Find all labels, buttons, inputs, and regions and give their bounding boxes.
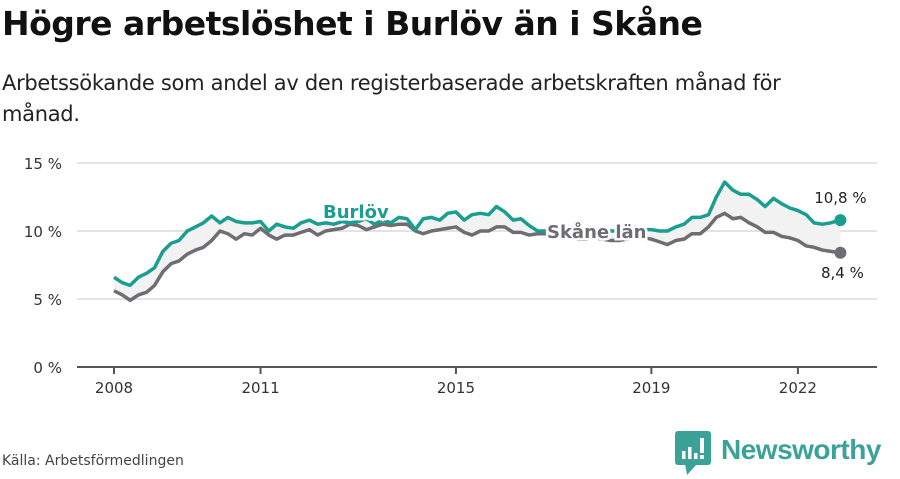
svg-text:2008: 2008 [95, 379, 133, 397]
svg-text:15 %: 15 % [24, 155, 62, 173]
burlov-end-marker [834, 214, 847, 227]
burlov-line [113, 180, 841, 288]
line-chart: 0 % 5 % 10 % 15 % Burlöv Skåne län 10,8 % 8… [24, 155, 877, 397]
chart-title: Högre arbetslöshet i Burlöv än i Skåne [2, 4, 703, 43]
y-axis-labels: 0 % 5 % 10 % 15 % [24, 155, 62, 377]
newsworthy-logo[interactable]: Newsworthy [675, 428, 881, 475]
burlov-end-value: 10,8 % [814, 189, 866, 207]
svg-text:10 %: 10 % [24, 223, 62, 241]
source-note: Källa: Arbetsförmedlingen [2, 453, 184, 469]
svg-text:2015: 2015 [437, 379, 475, 397]
bar-chart-speech-bubble-icon [675, 431, 711, 475]
svg-text:0 %: 0 % [33, 359, 62, 377]
chart-subtitle: Arbetssökande som andel av den registerb… [2, 71, 781, 126]
svg-text:2022: 2022 [779, 379, 817, 397]
skane-end-marker [834, 246, 847, 259]
difference-band [114, 182, 841, 301]
skane-end-value: 8,4 % [821, 264, 864, 282]
skane-series-label: Skåne län [547, 221, 647, 243]
x-axis-ticks: 2008 2011 2015 2019 2022 [95, 367, 817, 397]
svg-text:2011: 2011 [241, 379, 279, 397]
skane-line [113, 211, 841, 303]
svg-text:5 %: 5 % [33, 291, 62, 309]
burlov-series-label: Burlöv [323, 202, 389, 223]
svg-text:2019: 2019 [632, 379, 670, 397]
brand-name: Newsworthy [721, 434, 881, 465]
